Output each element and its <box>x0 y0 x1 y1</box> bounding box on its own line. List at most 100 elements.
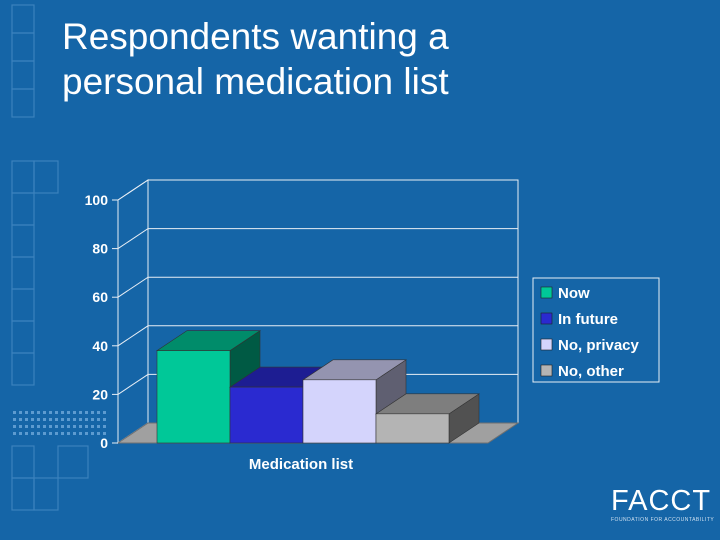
y-tick-label: 60 <box>92 289 108 305</box>
x-axis-label: Medication list <box>249 456 353 473</box>
pattern-dot <box>73 425 76 428</box>
pattern-dot <box>25 425 28 428</box>
pattern-dot <box>79 425 82 428</box>
pattern-dot <box>43 411 46 414</box>
pattern-dot <box>31 411 34 414</box>
pattern-dot <box>43 418 46 421</box>
gridline <box>117 325 518 347</box>
pattern-dot <box>31 432 34 435</box>
gridline <box>117 228 518 250</box>
pattern-dot <box>55 425 58 428</box>
bar-no-other <box>375 393 480 444</box>
pattern-dot <box>79 411 82 414</box>
legend-item: No, privacy <box>540 337 640 354</box>
legend-label: No, privacy <box>558 337 640 354</box>
pattern-dot <box>85 425 88 428</box>
dot-pattern <box>13 411 106 435</box>
pattern-dot <box>13 432 16 435</box>
pattern-dot <box>13 411 16 414</box>
legend-label: No, other <box>558 363 624 380</box>
legend-swatch <box>540 364 553 377</box>
pattern-dot <box>37 432 40 435</box>
pattern-dot <box>103 411 106 414</box>
legend-item: No, other <box>540 363 624 380</box>
legend-label: Now <box>558 285 590 302</box>
pattern-dot <box>13 425 16 428</box>
bar-front <box>302 379 377 444</box>
pattern-dot <box>49 411 52 414</box>
pattern-dot <box>85 411 88 414</box>
legend-box <box>532 277 660 383</box>
pattern-dot <box>103 425 106 428</box>
y-tick-label: 40 <box>92 338 108 354</box>
pattern-dot <box>25 411 28 414</box>
y-axis-ticks: 0 20 40 60 80 100 <box>85 192 118 451</box>
pattern-dot <box>97 425 100 428</box>
pattern-dot <box>91 425 94 428</box>
pattern-dot <box>73 411 76 414</box>
facct-logo: FACCT FOUNDATION FOR ACCOUNTABILITY <box>611 485 715 528</box>
y-tick-label: 0 <box>100 435 108 451</box>
pattern-dot <box>103 432 106 435</box>
pattern-dot <box>55 418 58 421</box>
logo-tagline: FOUNDATION FOR ACCOUNTABILITY <box>611 517 715 523</box>
pattern-dot <box>91 432 94 435</box>
pattern-dot <box>85 432 88 435</box>
pattern-dot <box>61 411 64 414</box>
slide-title-line-1: Respondents wanting a <box>62 16 449 57</box>
pattern-dot <box>67 432 70 435</box>
legend-swatch <box>540 286 553 299</box>
pattern-dot <box>67 425 70 428</box>
legend-item: Now <box>540 285 590 302</box>
legend-label: In future <box>558 311 618 328</box>
pattern-dot <box>19 432 22 435</box>
chart-legend: Now In future No, privacy No, other <box>532 277 660 383</box>
pattern-dot <box>103 418 106 421</box>
logo-name: FACCT <box>611 485 712 517</box>
pattern-dot <box>61 418 64 421</box>
pattern-dot <box>43 432 46 435</box>
pattern-dot <box>49 432 52 435</box>
pattern-dot <box>43 425 46 428</box>
pattern-dot <box>79 418 82 421</box>
y-tick-label: 100 <box>85 192 109 208</box>
pattern-dot <box>73 418 76 421</box>
pattern-dot <box>31 425 34 428</box>
gridline <box>117 276 518 298</box>
y-tick-label: 80 <box>92 241 108 257</box>
pattern-dot <box>55 432 58 435</box>
pattern-dot <box>97 418 100 421</box>
legend-swatch <box>540 312 553 325</box>
pattern-dot <box>61 432 64 435</box>
pattern-dot <box>91 411 94 414</box>
pattern-dot <box>91 418 94 421</box>
slide-title-line-2: personal medication list <box>62 61 449 102</box>
pattern-dot <box>19 418 22 421</box>
pattern-dot <box>73 432 76 435</box>
pattern-dot <box>67 411 70 414</box>
pattern-dot <box>61 425 64 428</box>
pattern-dot <box>67 418 70 421</box>
y-tick-label: 20 <box>92 386 108 402</box>
pattern-dot <box>97 411 100 414</box>
pattern-dot <box>85 418 88 421</box>
pattern-dot <box>19 425 22 428</box>
pattern-dot <box>97 432 100 435</box>
pattern-dot <box>37 418 40 421</box>
pattern-dot <box>49 418 52 421</box>
pattern-dot <box>25 432 28 435</box>
pattern-dot <box>19 411 22 414</box>
legend-swatch <box>540 338 553 351</box>
chart-side-wall <box>117 179 149 444</box>
pattern-dot <box>31 418 34 421</box>
pattern-dot <box>13 418 16 421</box>
pattern-dot <box>37 411 40 414</box>
pattern-dot <box>49 425 52 428</box>
chart-bars <box>156 330 480 444</box>
gridline <box>117 179 518 201</box>
pattern-dot <box>79 432 82 435</box>
pattern-dot <box>37 425 40 428</box>
pattern-dot <box>55 411 58 414</box>
pattern-dot <box>25 418 28 421</box>
